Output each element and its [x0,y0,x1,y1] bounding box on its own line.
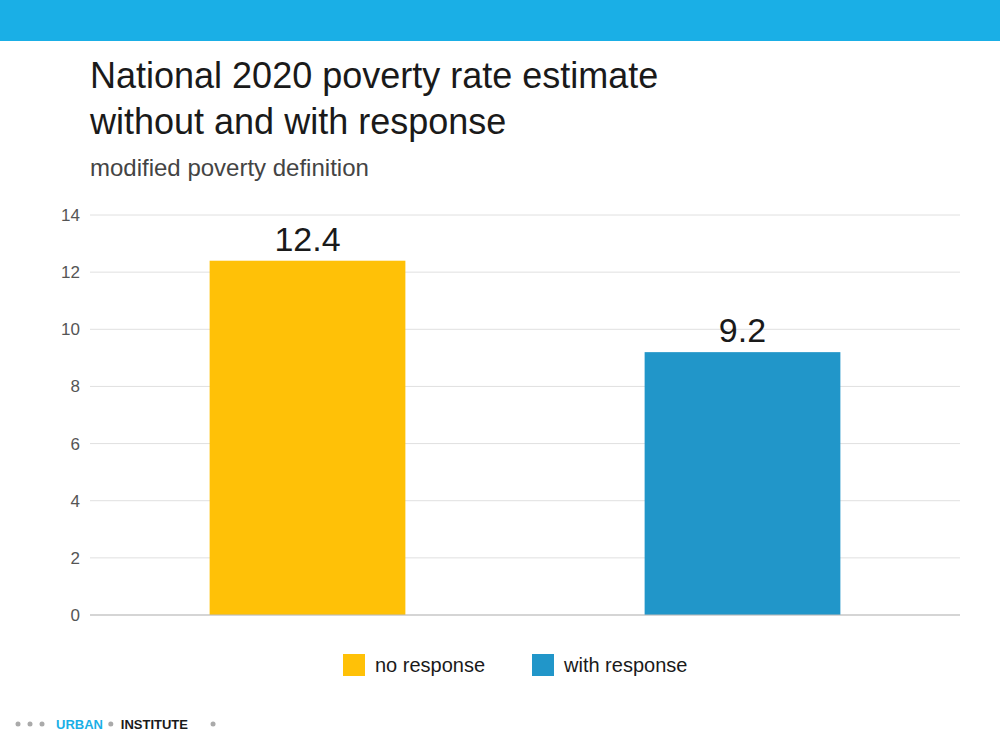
footer-dot [16,722,21,727]
bars [210,261,841,615]
chart-container: National 2020 poverty rate estimate witho… [0,0,1000,750]
grid-line [90,615,960,616]
y-tick-label: 0 [71,606,80,625]
footer-dot [108,722,113,727]
footer-dot [40,722,45,727]
title-line: National 2020 poverty rate estimate [90,55,658,96]
footer-text: INSTITUTE [121,717,188,732]
bar [645,352,841,615]
legend-label: with response [563,654,687,676]
title-line: without and with response [89,101,506,142]
y-tick-label: 10 [61,320,80,339]
subtitle: modified poverty definition [90,154,369,181]
legend-swatch [532,654,554,676]
legend: no response with response [343,654,687,676]
x-axis-line [90,615,960,616]
title: National 2020 poverty rate estimate witho… [89,55,658,142]
y-tick-label: 4 [71,492,80,511]
chart-svg: National 2020 poverty rate estimate witho… [0,0,1000,750]
top-band [0,0,1000,41]
grid-line [90,215,960,216]
footer-dot [28,722,33,727]
bar [210,261,406,615]
grid [90,215,960,615]
footer-text: URBAN [56,717,103,732]
y-tick-label: 6 [71,435,80,454]
y-tick-label: 12 [61,263,80,282]
legend-label: no response [375,654,485,676]
legend-swatch [343,654,365,676]
y-tick-label: 14 [61,206,80,225]
data-label: 9.2 [719,311,766,349]
background [0,0,1000,750]
footer: URBAN INSTITUTE [16,717,216,732]
y-tick-label: 2 [71,549,80,568]
data-label: 12.4 [274,220,340,258]
y-tick-label: 8 [71,377,80,396]
footer-dot [211,722,216,727]
